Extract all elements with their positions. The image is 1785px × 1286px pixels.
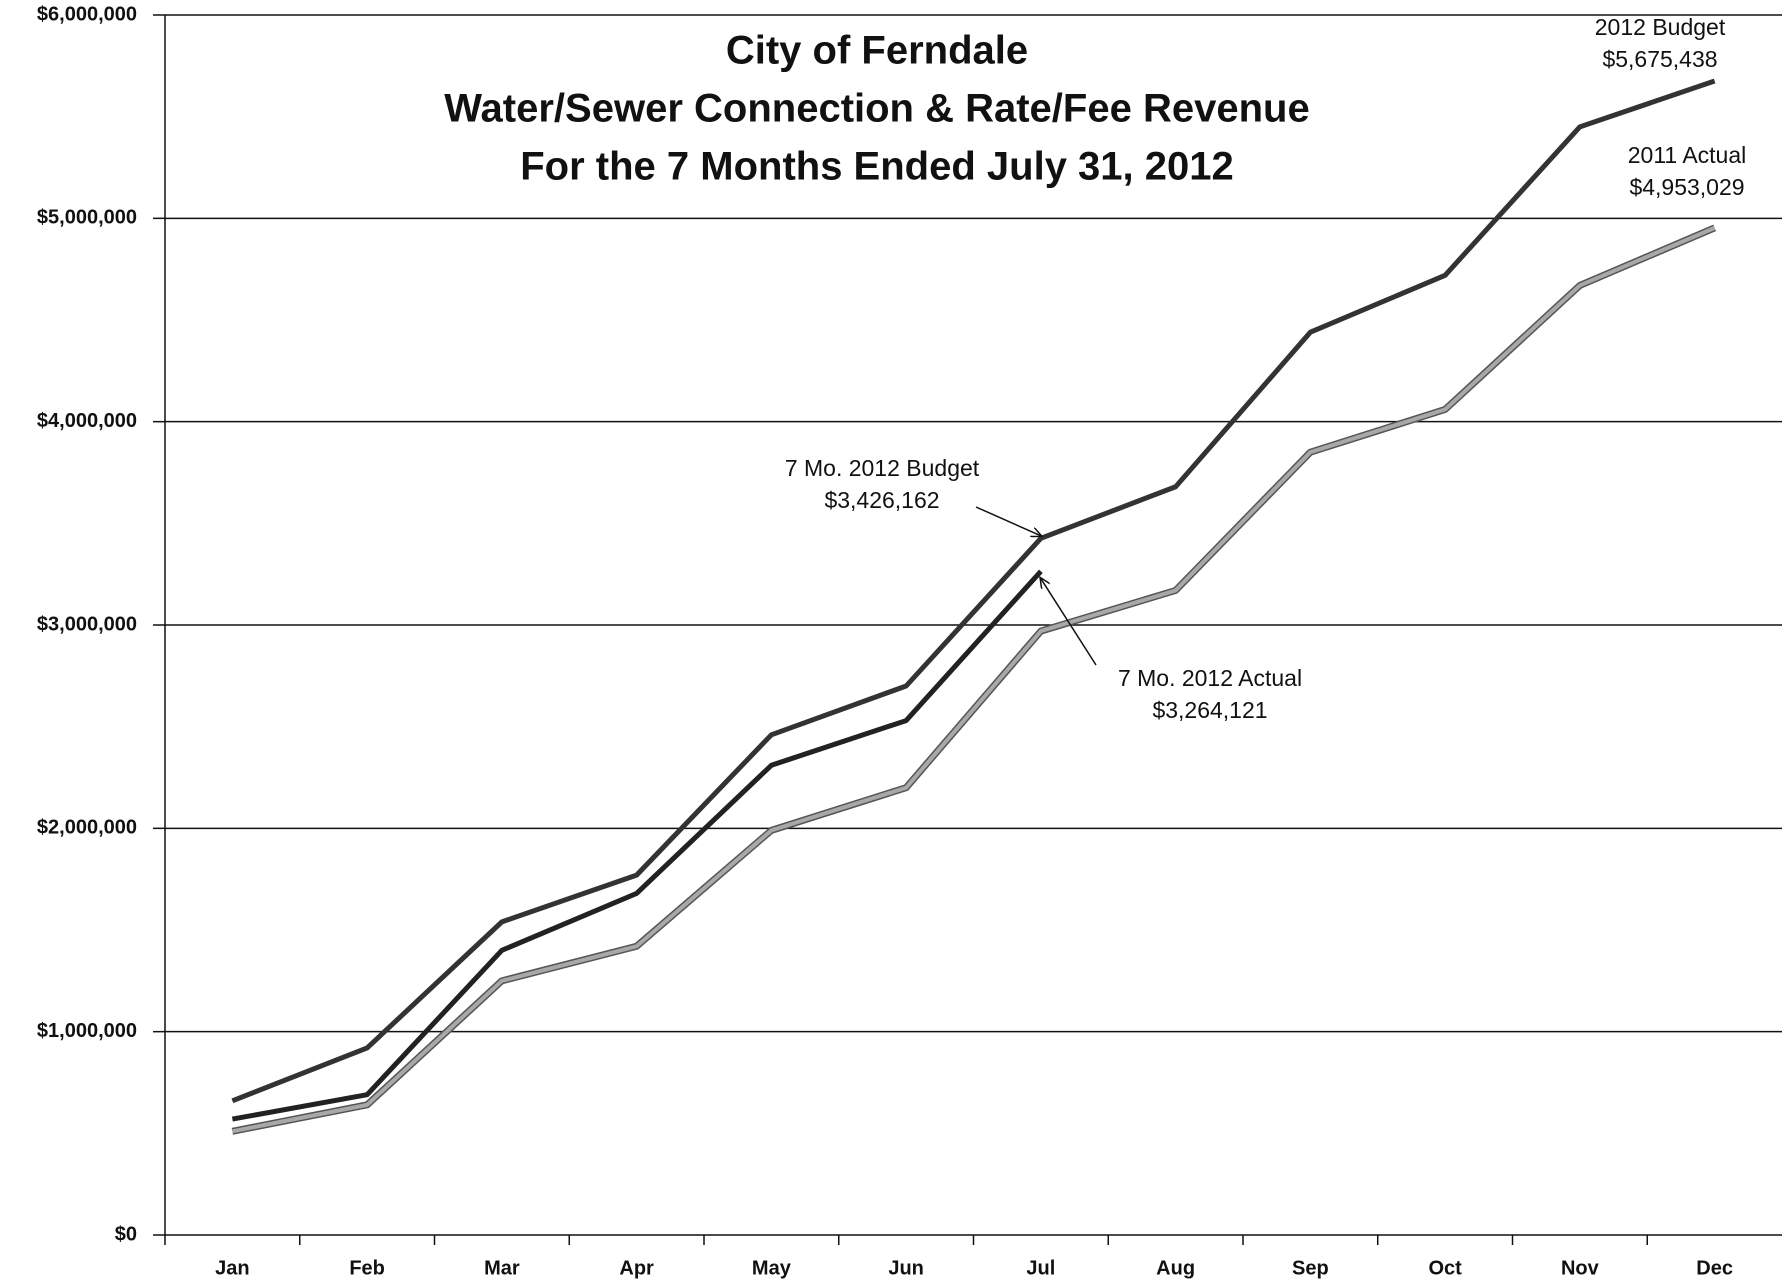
annotation-arrow	[1040, 577, 1097, 666]
y-tick-label: $1,000,000	[37, 1020, 137, 1042]
annotation: 7 Mo. 2012 Budget	[785, 455, 980, 481]
y-tick-label: $2,000,000	[37, 817, 137, 839]
y-tick-label: $6,000,000	[37, 3, 137, 25]
annotation: $5,675,438	[1602, 46, 1717, 72]
annotation: $4,953,029	[1629, 174, 1744, 200]
chart-title: For the 7 Months Ended July 31, 2012	[520, 145, 1234, 189]
annotation-arrow	[975, 506, 1042, 536]
y-tick-label: $3,000,000	[37, 613, 137, 635]
x-tick-label: Aug	[1156, 1257, 1195, 1279]
x-tick-label: May	[752, 1257, 792, 1279]
x-tick-label: Sep	[1292, 1257, 1329, 1279]
annotation: 2011 Actual	[1628, 142, 1747, 168]
x-tick-label: Jul	[1026, 1257, 1055, 1279]
annotation: 2012 Budget	[1595, 14, 1726, 40]
x-tick-label: Apr	[619, 1257, 654, 1279]
x-tick-label: Jun	[888, 1257, 924, 1279]
y-tick-label: $5,000,000	[37, 207, 137, 229]
annotation: $3,426,162	[824, 487, 939, 513]
x-tick-label: Nov	[1561, 1257, 1600, 1279]
annotation: $3,264,121	[1152, 697, 1267, 723]
x-tick-label: Mar	[484, 1257, 520, 1279]
line	[231, 569, 1043, 1122]
y-tick-label: $0	[115, 1223, 137, 1245]
line	[231, 78, 1716, 1104]
chart-title: Water/Sewer Connection & Rate/Fee Revenu…	[444, 87, 1309, 131]
annotation: 7 Mo. 2012 Actual	[1118, 665, 1302, 691]
x-tick-label: Jan	[215, 1257, 249, 1279]
chart-title: City of Ferndale	[726, 29, 1028, 73]
x-tick-label: Oct	[1428, 1257, 1462, 1279]
y-tick-label: $4,000,000	[37, 410, 137, 432]
line	[231, 226, 1716, 1134]
x-tick-label: Feb	[349, 1257, 385, 1279]
x-tick-label: Dec	[1696, 1257, 1733, 1279]
